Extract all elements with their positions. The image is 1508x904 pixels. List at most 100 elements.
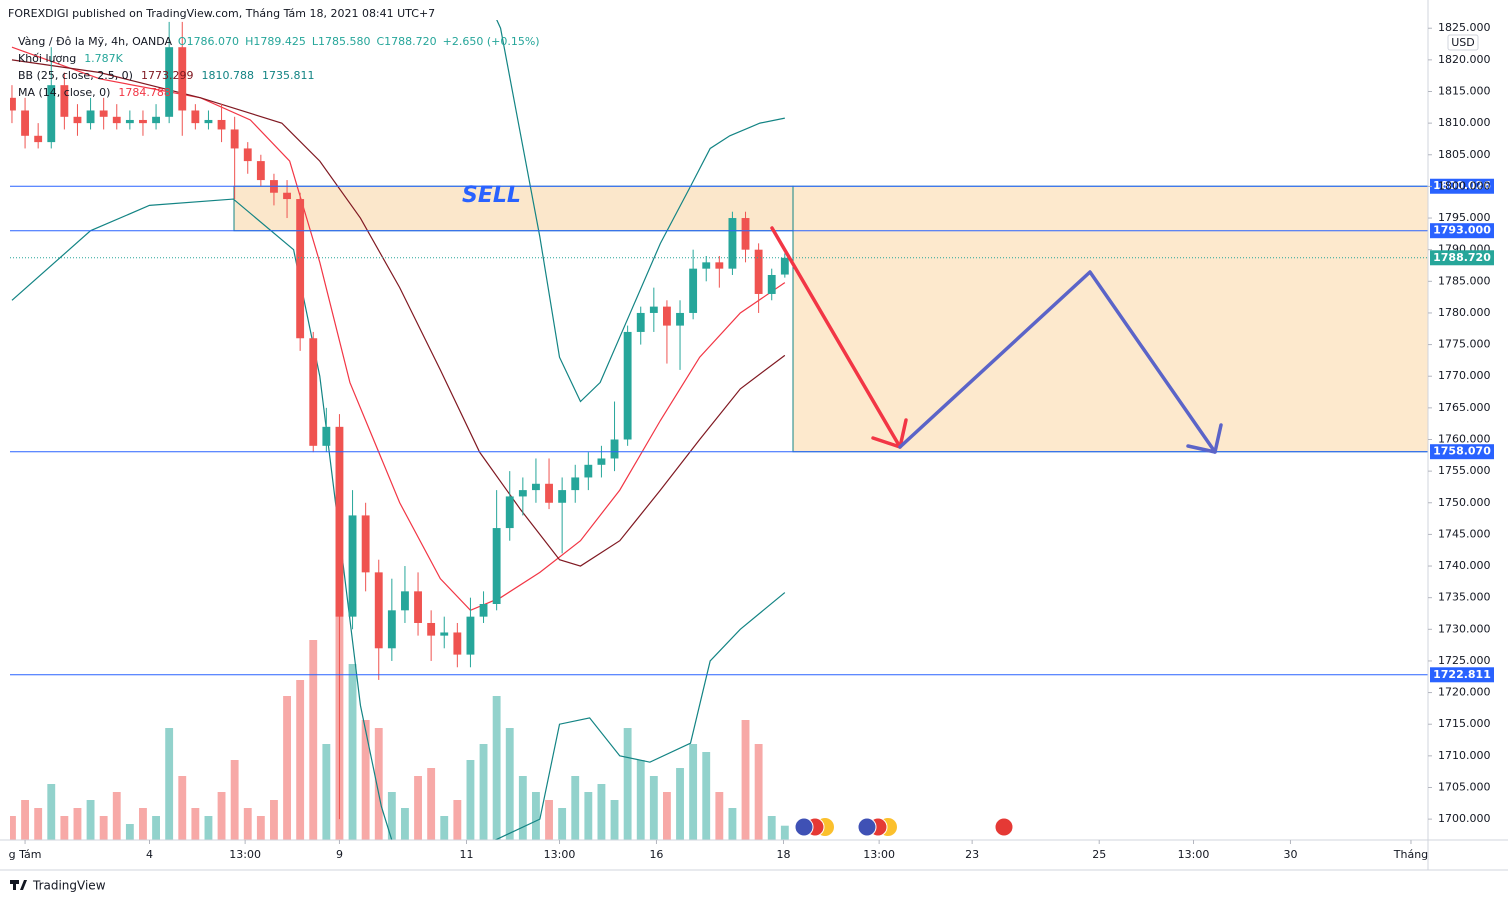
value: 1773.299 bbox=[141, 69, 194, 82]
y-tick-label: 1780.000 bbox=[1438, 306, 1491, 319]
volume-bar bbox=[427, 768, 436, 840]
level-label: 1722.811 bbox=[1433, 668, 1491, 681]
label: MA (14, close, 0) bbox=[18, 86, 110, 99]
volume-bar bbox=[178, 776, 187, 840]
candle-body bbox=[597, 458, 606, 465]
volume-bar bbox=[10, 816, 16, 840]
x-tick-label: 23 bbox=[965, 848, 979, 861]
candle-body bbox=[427, 622, 436, 636]
volume-bar bbox=[466, 760, 475, 840]
candle-body bbox=[453, 632, 462, 655]
candle-body bbox=[518, 490, 527, 497]
x-tick-label: 13:00 bbox=[544, 848, 576, 861]
level-label-box bbox=[1430, 444, 1494, 460]
x-tick-label: Tháng bbox=[1393, 848, 1428, 861]
volume-bar bbox=[532, 792, 540, 840]
candle-body bbox=[401, 591, 409, 611]
candle-body bbox=[335, 426, 344, 617]
volume-bar bbox=[112, 792, 121, 840]
volume-bar bbox=[571, 776, 580, 840]
volume-bar bbox=[401, 808, 409, 840]
candle-body bbox=[322, 426, 331, 446]
y-tick-label: 1770.000 bbox=[1438, 369, 1491, 382]
volume-bar bbox=[754, 744, 763, 840]
ohlc: C1788.720 bbox=[376, 35, 436, 48]
volume-bar bbox=[453, 800, 462, 840]
volume-bar bbox=[728, 808, 737, 840]
candle-body bbox=[243, 148, 252, 162]
candle-body bbox=[99, 110, 108, 117]
event-icon bbox=[994, 817, 1014, 837]
candle-body bbox=[125, 119, 134, 124]
candle-body bbox=[374, 572, 383, 649]
candle-body bbox=[112, 116, 121, 124]
annotation: SELL bbox=[462, 183, 521, 208]
volume-bar bbox=[165, 728, 174, 840]
y-tick-label: 1745.000 bbox=[1438, 527, 1491, 540]
volume-bar bbox=[322, 744, 331, 840]
logo bbox=[10, 880, 27, 890]
level-label: 1793.000 bbox=[1433, 224, 1491, 237]
volume-bar bbox=[374, 728, 383, 840]
value: 1735.811 bbox=[262, 69, 315, 82]
volume-bar bbox=[60, 816, 69, 840]
y-tick-label: 1740.000 bbox=[1438, 559, 1491, 572]
volume-bar bbox=[597, 784, 606, 840]
arrow-head bbox=[1186, 423, 1223, 454]
y-tick-label: 1700.000 bbox=[1438, 812, 1491, 825]
candle-body bbox=[21, 110, 29, 136]
currency: USD bbox=[1451, 36, 1475, 49]
y-tick-label: 1710.000 bbox=[1438, 749, 1491, 762]
x-tick-label: 13:00 bbox=[229, 848, 261, 861]
volume-bar bbox=[414, 776, 422, 840]
indicator-line bbox=[496, 20, 785, 403]
last-price-box bbox=[1430, 250, 1494, 266]
y-tick-label: 1735.000 bbox=[1438, 591, 1491, 604]
candle-body bbox=[440, 632, 449, 636]
candle-body bbox=[780, 257, 789, 275]
y-tick-label: 1810.000 bbox=[1438, 116, 1491, 129]
value: 1784.788 bbox=[118, 86, 171, 99]
y-tick-label: 1730.000 bbox=[1438, 622, 1491, 635]
legend-symbol: Vàng / Đô la Mỹ, 4h, OANDA O1786.070 H1789… bbox=[18, 35, 540, 48]
axes: 1800.026 1793.000 1758.070 1722.811 1700.000… bbox=[9, 21, 1494, 861]
y-tick-label: 1825.000 bbox=[1438, 21, 1491, 34]
volume-bar bbox=[21, 800, 29, 840]
candle-body bbox=[532, 483, 540, 491]
volume-bar bbox=[767, 816, 776, 840]
change: +2.650 (+0.15%) bbox=[443, 35, 540, 48]
volume-bar bbox=[152, 816, 160, 840]
candle-body bbox=[10, 97, 16, 111]
volume-bar bbox=[689, 744, 698, 840]
candle-body bbox=[230, 129, 239, 149]
volume-bar bbox=[715, 792, 724, 840]
y-tick-label: 1755.000 bbox=[1438, 464, 1491, 477]
candle-body bbox=[584, 464, 593, 478]
volume-bar bbox=[73, 808, 82, 840]
candle-body bbox=[571, 477, 580, 491]
candle-body bbox=[361, 515, 370, 573]
x-tick-label: 13:00 bbox=[1178, 848, 1210, 861]
candle-body bbox=[466, 616, 475, 655]
volume-bar bbox=[663, 792, 671, 840]
volume-bar bbox=[558, 808, 567, 840]
candle-body bbox=[204, 119, 213, 124]
candle-body bbox=[702, 262, 711, 269]
volume-bar bbox=[584, 792, 593, 840]
candle-body bbox=[217, 119, 226, 130]
x-tick-label: 25 bbox=[1092, 848, 1106, 861]
candle-body bbox=[152, 116, 160, 124]
label: BB (25, close, 2.5, 0) bbox=[18, 69, 133, 82]
candle-body bbox=[348, 515, 357, 617]
publisher: FOREXDIGI published on TradingView.com, … bbox=[8, 7, 435, 20]
candle-body bbox=[492, 528, 501, 604]
event-icons bbox=[794, 817, 1014, 837]
y-tick-label: 1800.000 bbox=[1438, 179, 1491, 192]
volume-bar bbox=[243, 808, 252, 840]
volume-bar bbox=[217, 792, 226, 840]
symbol: Vàng / Đô la Mỹ, 4h, OANDA bbox=[18, 35, 173, 48]
volume-bar bbox=[230, 760, 239, 840]
zigzag-arrow bbox=[898, 270, 1217, 454]
volume-bar bbox=[47, 784, 56, 840]
